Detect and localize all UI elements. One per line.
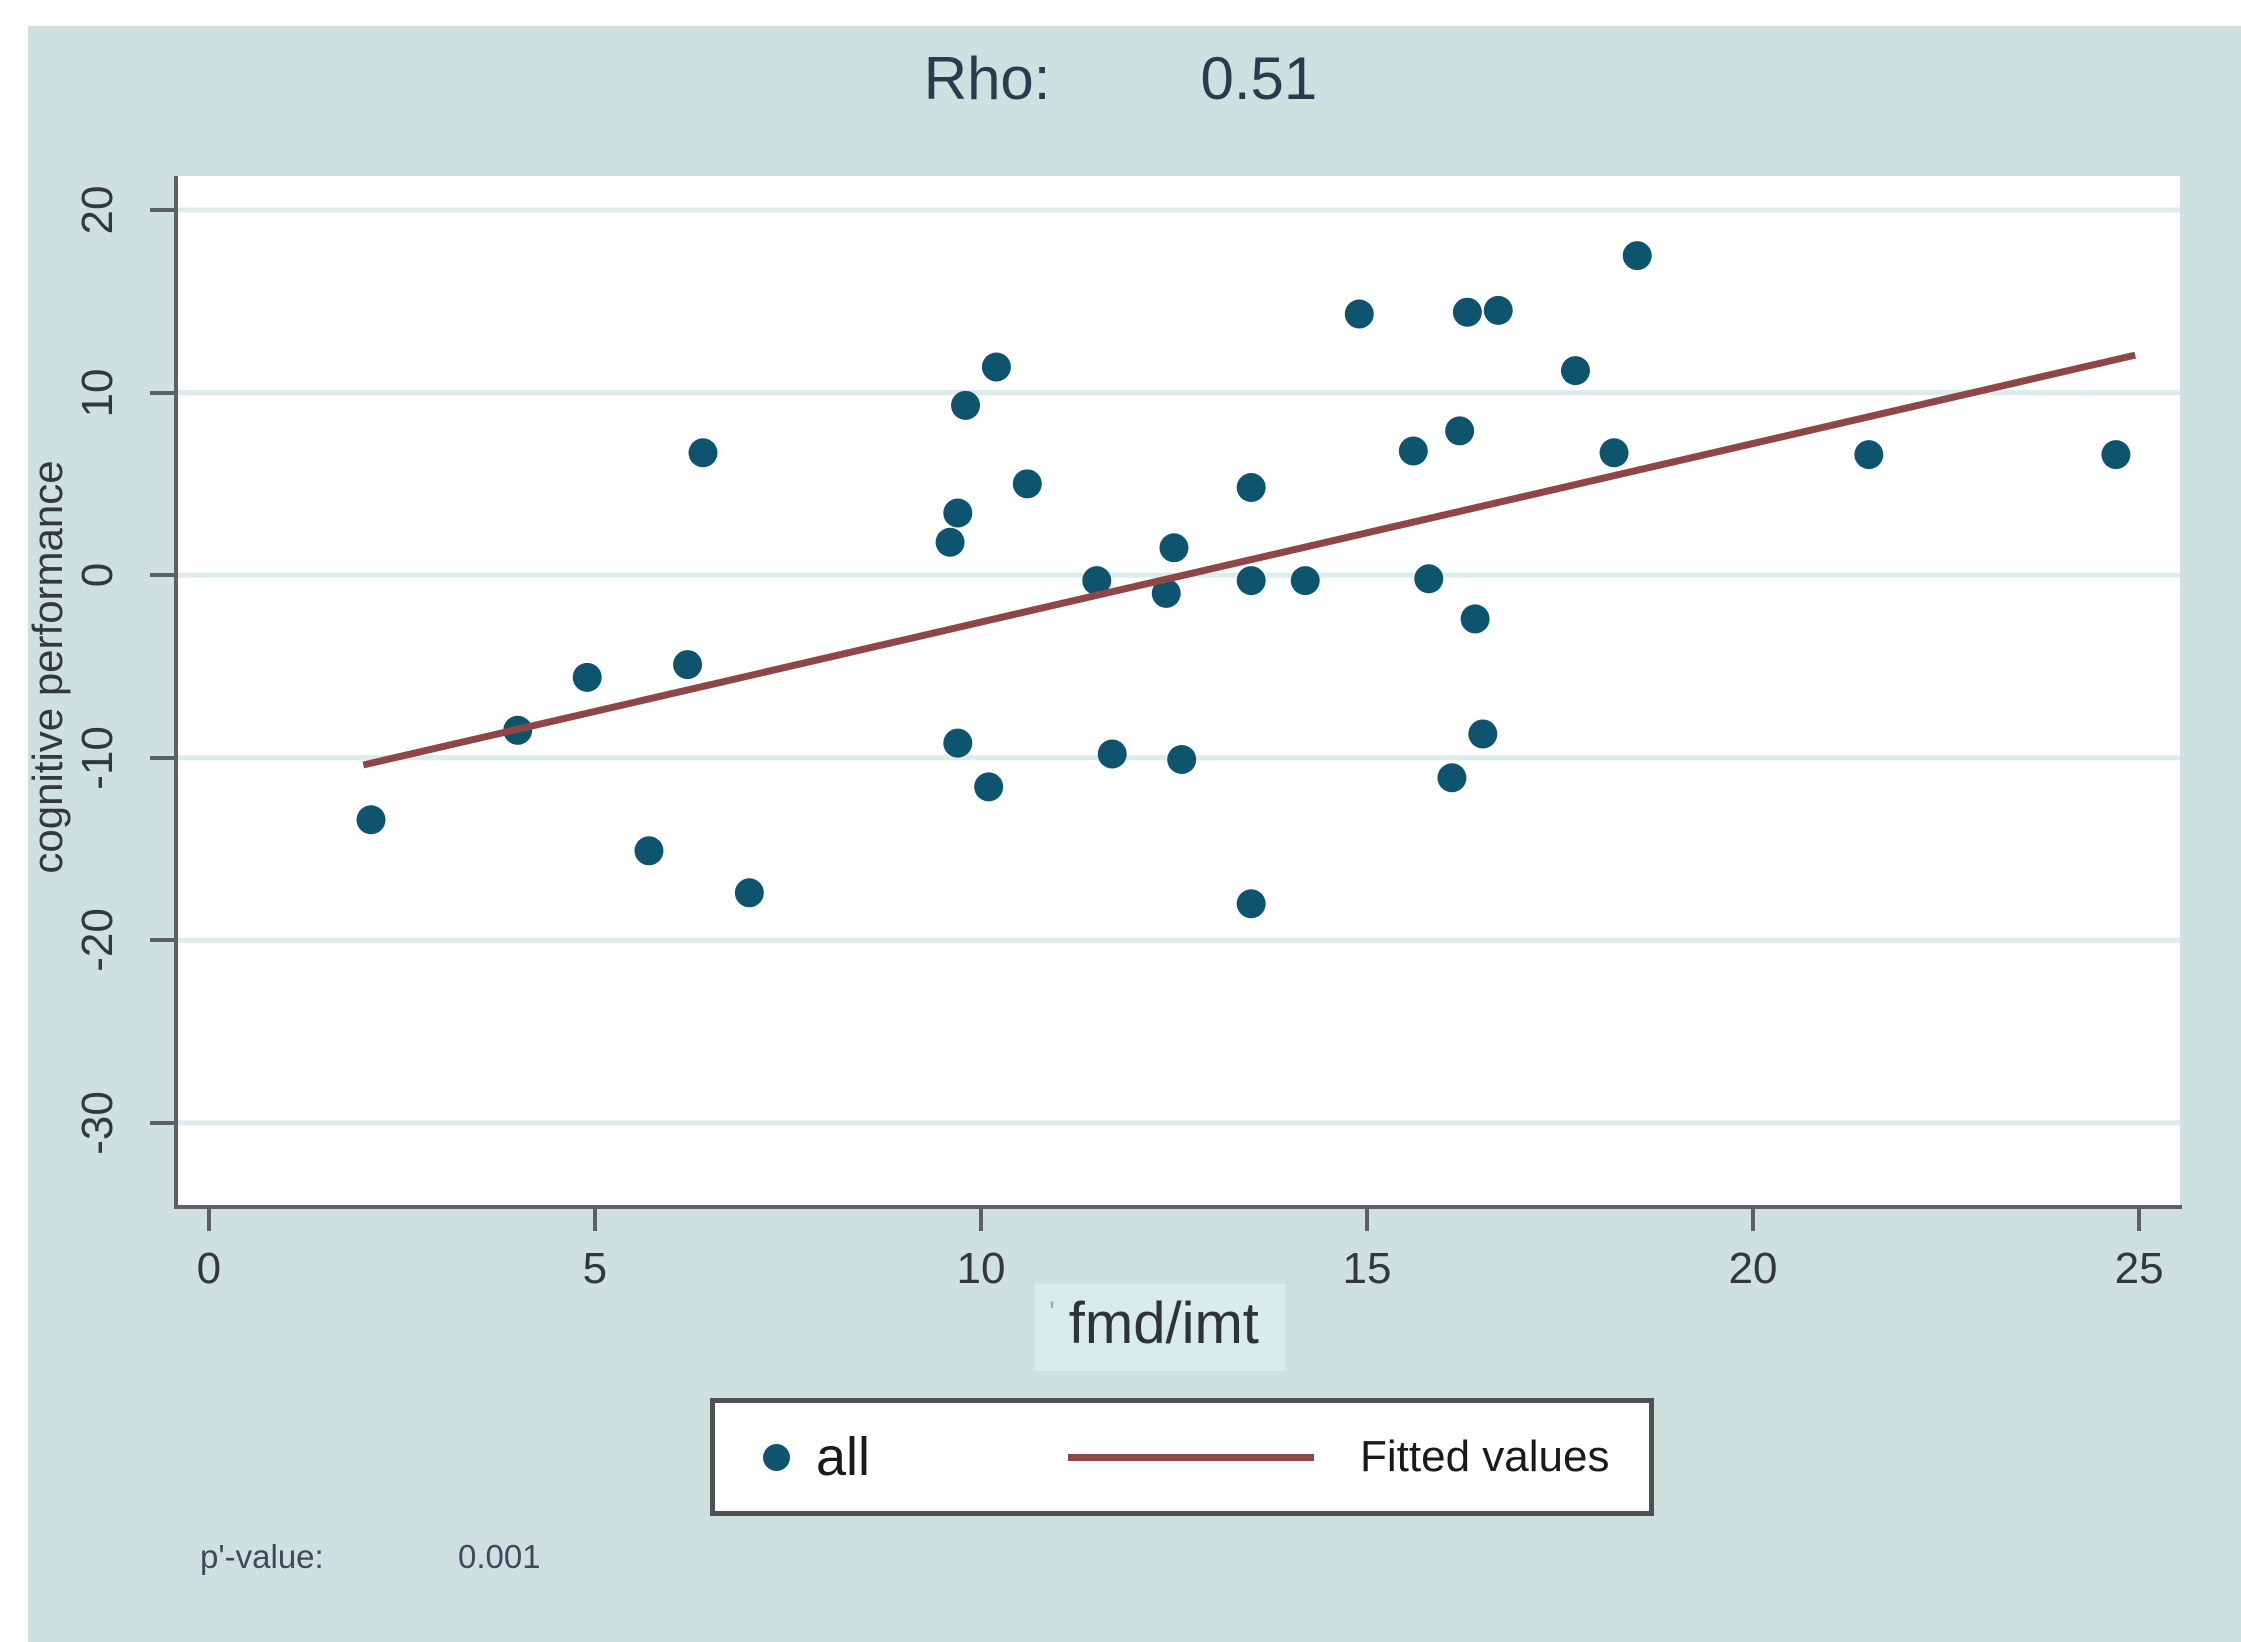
- data-point: [943, 728, 973, 758]
- data-point: [1398, 436, 1428, 466]
- plot-region: [178, 176, 2180, 1205]
- legend: all Fitted values: [710, 1398, 1654, 1516]
- y-tick-label--20: -20: [73, 908, 122, 973]
- data-point: [1344, 299, 1374, 329]
- data-point: [673, 650, 703, 680]
- y-tick-label--10: -10: [73, 725, 122, 790]
- data-point: [1167, 745, 1197, 775]
- data-point: [943, 498, 973, 528]
- x-tick-5: [592, 1205, 597, 1231]
- y-tick-label-10: 10: [73, 368, 122, 418]
- data-point: [1622, 241, 1652, 271]
- data-point: [1236, 889, 1266, 919]
- data-point: [1445, 416, 1475, 446]
- data-point: [1560, 356, 1590, 386]
- data-point: [1414, 564, 1444, 594]
- data-point: [1290, 566, 1320, 596]
- x-axis-title: ' fmd/imt: [0, 1284, 2241, 1371]
- x-tick-15: [1365, 1205, 1369, 1231]
- x-tick-20: [1751, 1205, 1756, 1231]
- x-tick-0: [206, 1205, 211, 1231]
- y-tick-10: [150, 390, 176, 395]
- legend-all-label: all: [816, 1427, 871, 1487]
- x-tick-label-10: 10: [956, 1244, 1006, 1293]
- x-axis-title-text: fmd/imt: [1068, 1291, 1259, 1356]
- data-point: [1012, 469, 1042, 499]
- data-point: [1452, 297, 1482, 327]
- y-tick-label-20: 20: [73, 185, 122, 235]
- data-point: [1468, 719, 1498, 749]
- data-point: [356, 805, 386, 835]
- x-axis-title-highlight: ' fmd/imt: [1035, 1284, 1285, 1371]
- p-value-number: 0.001: [458, 1538, 541, 1575]
- legend-fitted-label: Fitted values: [1360, 1432, 1610, 1481]
- x-tick-25: [2137, 1205, 2142, 1231]
- data-point: [1599, 438, 1629, 468]
- y-tick--20: [150, 938, 176, 943]
- legend-fitted-line-icon: [1068, 1453, 1315, 1461]
- fitted-line: [362, 351, 2137, 769]
- data-point: [1236, 566, 1266, 596]
- data-point: [1460, 604, 1490, 634]
- x-tick-label-25: 25: [2114, 1244, 2164, 1293]
- y-tick-label-0: 0: [73, 562, 122, 588]
- legend-marker-dot-icon: [763, 1443, 790, 1471]
- y-tick--10: [150, 755, 176, 760]
- data-point: [1483, 295, 1513, 325]
- scatter-plot: [178, 207, 2180, 1126]
- data-point: [1082, 566, 1112, 596]
- data-point: [1159, 533, 1189, 563]
- data-point: [572, 662, 602, 692]
- data-point: [1097, 739, 1127, 769]
- x-tick-label-5: 5: [582, 1244, 608, 1293]
- p-value-label: p'-value:: [200, 1538, 324, 1575]
- y-tick-0: [150, 573, 176, 578]
- y-tick-label--30: -30: [73, 1091, 122, 1155]
- data-point: [688, 438, 718, 468]
- y-axis-title: cognitive performance: [21, 217, 75, 1117]
- y-axis-line: [174, 176, 178, 1209]
- data-point: [981, 352, 1011, 382]
- y-axis-title-text: cognitive performance: [24, 460, 71, 874]
- x-tick-10: [978, 1205, 983, 1231]
- x-tick-label-15: 15: [1342, 1244, 1392, 1293]
- x-axis-line: [174, 1205, 2182, 1209]
- chart-title-label: Rho:: [923, 45, 1051, 112]
- data-point: [1854, 440, 1884, 470]
- data-point: [974, 772, 1004, 802]
- data-point: [951, 390, 981, 420]
- data-point: [634, 836, 664, 866]
- data-point: [1236, 472, 1266, 502]
- x-tick-label-20: 20: [1728, 1244, 1778, 1293]
- data-point: [1437, 763, 1467, 793]
- y-tick--30: [150, 1120, 176, 1125]
- data-point: [2101, 440, 2131, 470]
- data-point: [935, 527, 965, 557]
- y-tick-20: [150, 207, 176, 212]
- data-point: [1151, 578, 1181, 608]
- chart-title-value: 0.51: [1200, 45, 1318, 112]
- data-point: [734, 878, 764, 908]
- x-tick-label-0: 0: [196, 1244, 222, 1293]
- cursor-artifact: ': [1049, 1296, 1055, 1329]
- top-white-margin: [0, 0, 2241, 26]
- chart-title: Rho: 0.51: [0, 44, 2241, 113]
- left-white-margin: [0, 0, 28, 1642]
